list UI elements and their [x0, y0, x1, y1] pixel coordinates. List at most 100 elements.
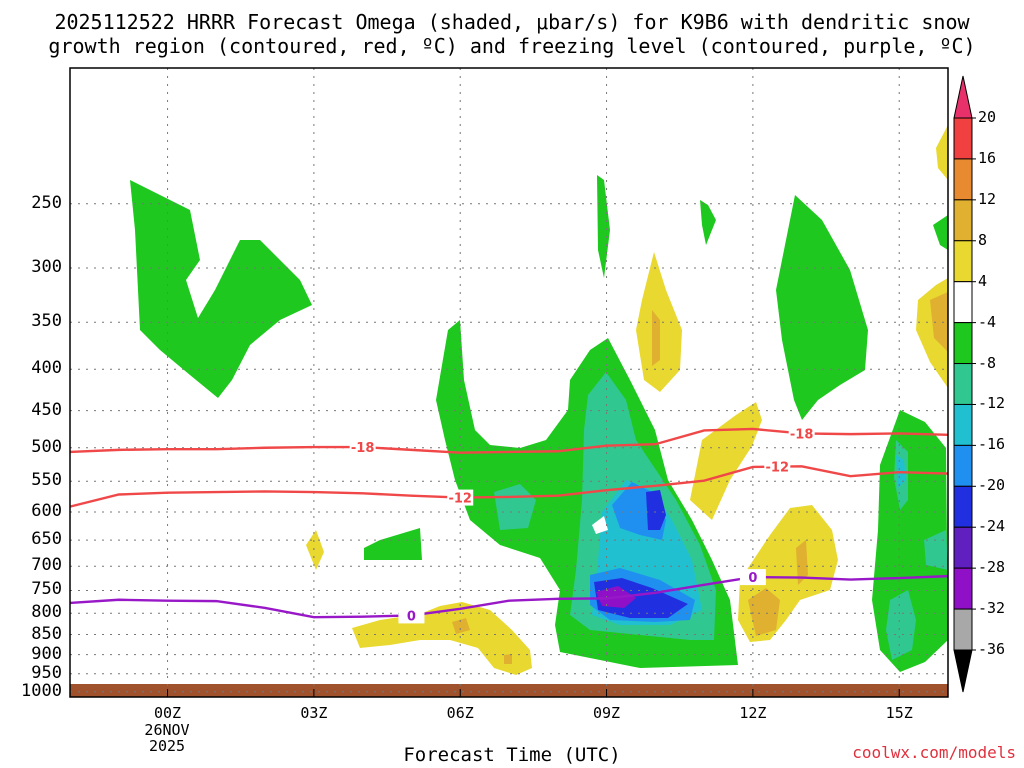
contour-label-bg-0-1: [739, 569, 766, 586]
y-tick-label-900: 900: [31, 643, 62, 664]
contour-label-bg--12-1: [764, 458, 791, 475]
omega-hole: [592, 516, 608, 534]
x-tick-label-00Z: 00Z: [154, 704, 182, 722]
omega-orange-region-3: [748, 588, 780, 636]
omega-orange-region-5: [930, 292, 948, 352]
colorbar-segment-9: [953, 485, 973, 528]
omega-yellow-region-5: [690, 402, 762, 520]
colorbar-label-12: 12: [978, 189, 997, 208]
colorbar-segment-2: [953, 199, 973, 242]
contour-0: 00: [69, 569, 949, 624]
colorbar-label--4: -4: [978, 312, 997, 331]
date-line-1: 26NOV: [144, 721, 190, 739]
colorbar-label--16: -16: [978, 435, 1006, 454]
x-tick-label-06Z: 06Z: [446, 704, 474, 722]
contour-line--12: [69, 465, 949, 508]
y-tick-label-800: 800: [31, 602, 62, 623]
contour-label-0-0: 0: [407, 609, 416, 624]
colorbar-label--8: -8: [978, 353, 997, 372]
omega-green-region-7: [933, 215, 948, 250]
omega-green-region-1: [130, 180, 312, 398]
x-tick-label-12Z: 12Z: [739, 704, 767, 722]
colorbar-label--20: -20: [978, 476, 1006, 495]
contour-label--12-0: -12: [448, 492, 472, 507]
colorbar-label-4: 4: [978, 271, 988, 290]
colorbar-label--24: -24: [978, 517, 1006, 536]
colorbar-label-8: 8: [978, 230, 988, 249]
y-tick-label-500: 500: [31, 436, 62, 457]
y-tick-label-400: 400: [31, 358, 62, 379]
ground-terrain: [70, 684, 948, 697]
credit-link[interactable]: coolwx.com/models: [852, 743, 1016, 762]
colorbar-segment-3: [953, 240, 973, 283]
grid-lines: [70, 68, 948, 697]
title-line-1: 2025112522 HRRR Forecast Omega (shaded, …: [54, 10, 970, 34]
omega-orange-region-6: [504, 654, 512, 664]
colorbar-segment-7: [953, 403, 973, 446]
contour-label--12-1: -12: [766, 461, 790, 476]
y-tick-label-700: 700: [31, 555, 62, 576]
colorbar-segment-6: [953, 363, 973, 405]
colorbar-segment-5: [953, 322, 973, 365]
x-tick-label-09Z: 09Z: [593, 704, 621, 722]
contour-label-0-1: 0: [748, 571, 757, 586]
contour-label-bg-0-0: [398, 607, 425, 624]
colorbar-segment-1: [953, 158, 973, 201]
omega-green-region-4: [700, 200, 716, 245]
colorbar-segment-11: [953, 567, 973, 610]
contour--12: -12 -12: [69, 458, 949, 508]
x-axis-title: Forecast Time (UTC): [403, 744, 621, 766]
colorbar-segment-12: [953, 608, 973, 651]
colorbar-label--12: -12: [978, 394, 1006, 413]
omega-orange-region-1: [652, 310, 660, 366]
colorbar-label--28: -28: [978, 558, 1006, 577]
omega-teal-region-4: [886, 590, 916, 660]
omega-yellow-region-2: [352, 602, 532, 675]
colorbar-label--36: -36: [978, 640, 1006, 658]
colorbar-top-arrow: [953, 75, 973, 119]
colorbar-segment-10: [953, 526, 973, 569]
y-tick-label-950: 950: [31, 662, 62, 683]
contour-label-bg--18-0: [349, 439, 376, 456]
contour--18: -18 -18: [69, 425, 949, 456]
colorbar-label-16: 16: [978, 148, 997, 167]
plot-frame: [69, 67, 949, 698]
colorbar-label-20: 20: [978, 108, 997, 126]
colorbar-label--32: -32: [978, 599, 1006, 618]
colorbar-segment-4: [953, 281, 973, 324]
y-tick-label-600: 600: [31, 500, 62, 521]
y-tick-label-450: 450: [31, 399, 62, 420]
x-tick-label-03Z: 03Z: [300, 704, 328, 722]
colorbar-segment-8: [953, 444, 973, 487]
y-tick-label-350: 350: [31, 311, 62, 332]
contour-label-bg--12-0: [447, 489, 474, 506]
omega-shading: [130, 125, 948, 675]
colorbar: [953, 75, 976, 693]
y-tick-label-850: 850: [31, 623, 62, 644]
y-tick-label-250: 250: [31, 192, 62, 213]
y-tick-label-300: 300: [31, 256, 62, 277]
y-tick-label-650: 650: [31, 529, 62, 550]
omega-green-region-8: [364, 528, 422, 560]
contour-line-0: [69, 574, 949, 619]
date-label: 26NOV 2025: [132, 722, 202, 754]
contour-label--18-0: -18: [351, 441, 375, 456]
contour-label-bg--18-1: [788, 425, 815, 442]
contour-label--18-1: -18: [790, 427, 814, 442]
omega-green-region-3: [597, 175, 610, 278]
y-tick-label-550: 550: [31, 470, 62, 491]
omega-darkblue-region-1: [646, 490, 666, 530]
x-tick-label-15Z: 15Z: [885, 704, 913, 722]
omega-orange-region-4: [796, 540, 808, 585]
date-line-2: 2025: [148, 737, 186, 755]
title-line-2: growth region (contoured, red, ºC) and f…: [48, 34, 976, 58]
y-tick-label-1000: 1000: [21, 680, 62, 701]
omega-yellow-region-7: [936, 125, 948, 180]
colorbar-segment-0: [953, 117, 973, 160]
y-tick-label-750: 750: [31, 579, 62, 600]
omega-yellow-region-3: [306, 530, 324, 570]
omega-green-region-5: [776, 195, 868, 420]
colorbar-bottom-arrow: [953, 649, 973, 693]
omega-orange-region-2: [452, 618, 470, 634]
